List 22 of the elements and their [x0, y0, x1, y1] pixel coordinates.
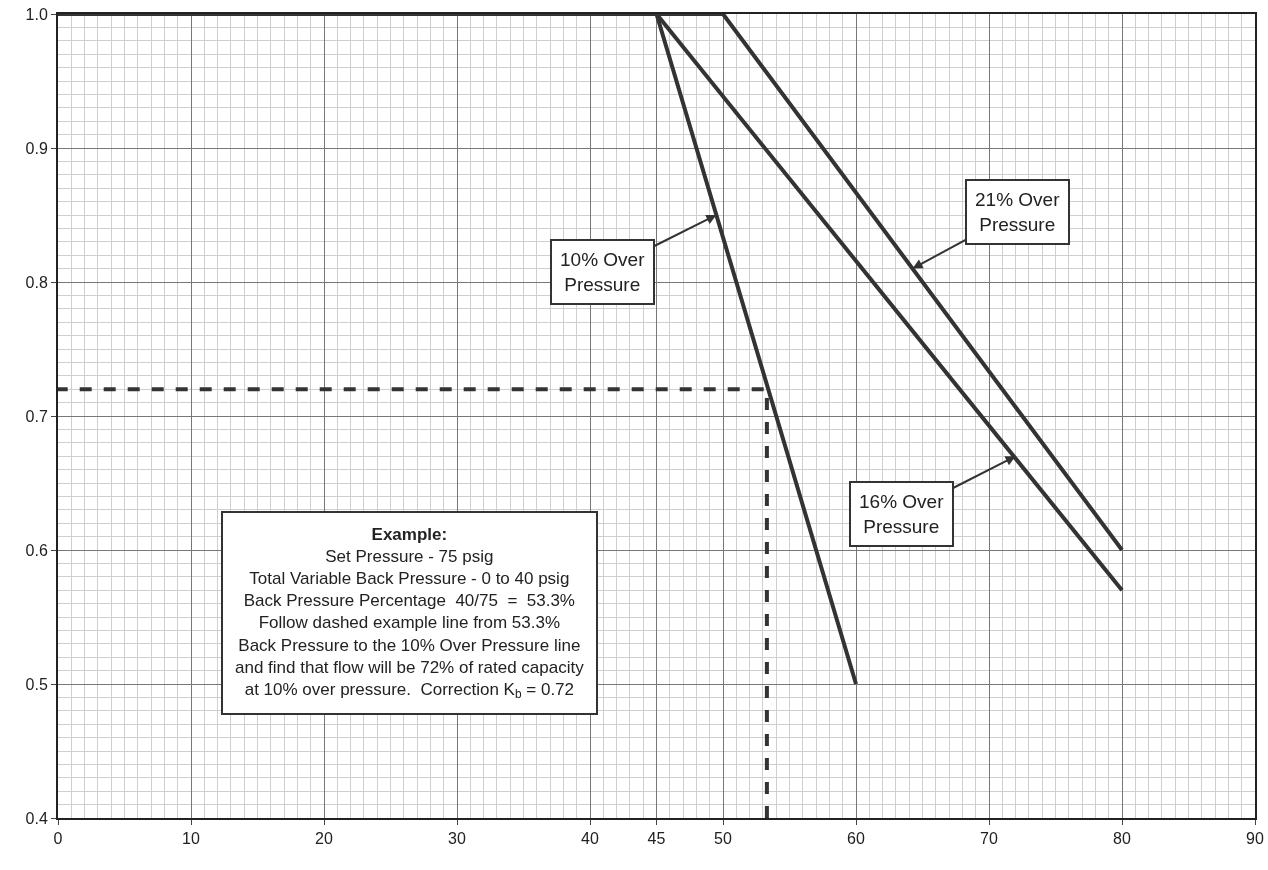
x-tick-label: 60: [847, 830, 865, 848]
x-tick-label: 30: [448, 830, 466, 848]
annotation: 21% Over Pressure: [975, 189, 1061, 235]
x-tick-label: 45: [647, 830, 666, 848]
y-tick-label: 0.9: [25, 139, 48, 157]
x-tick-label: 50: [714, 830, 732, 848]
y-tick-label: 0.4: [25, 809, 48, 827]
x-tick-label: 70: [980, 830, 998, 848]
y-tick-label: 0.6: [25, 541, 48, 559]
annotation: 16% Over Pressure: [859, 491, 945, 537]
x-tick-label: 40: [581, 830, 599, 848]
y-tick-label: 0.5: [25, 675, 48, 693]
y-tick-label: 1.0: [25, 5, 48, 23]
x-tick-label: 10: [182, 830, 200, 848]
x-tick-label: 20: [315, 830, 333, 848]
y-tick-label: 0.7: [25, 407, 48, 425]
x-tick-label: 80: [1113, 830, 1131, 848]
x-tick-label: 90: [1246, 830, 1264, 848]
x-tick-label: 0: [53, 830, 63, 848]
text: Example: Set Pressure - 75 psig Total Variable Back Pressure - 0 to 40 psig Back Pressure Percentage 40/75 = 53.3% Follow dashed example line from 53.3% Back Pressure to the 10% Over Pressure line and find that flow will be 72% of rated capacity at 10% over pressure. Correction K$_{b}$ = 0.72: [235, 525, 584, 702]
y-tick-label: 0.8: [25, 273, 48, 291]
annotation: 10% Over Pressure: [560, 249, 646, 295]
